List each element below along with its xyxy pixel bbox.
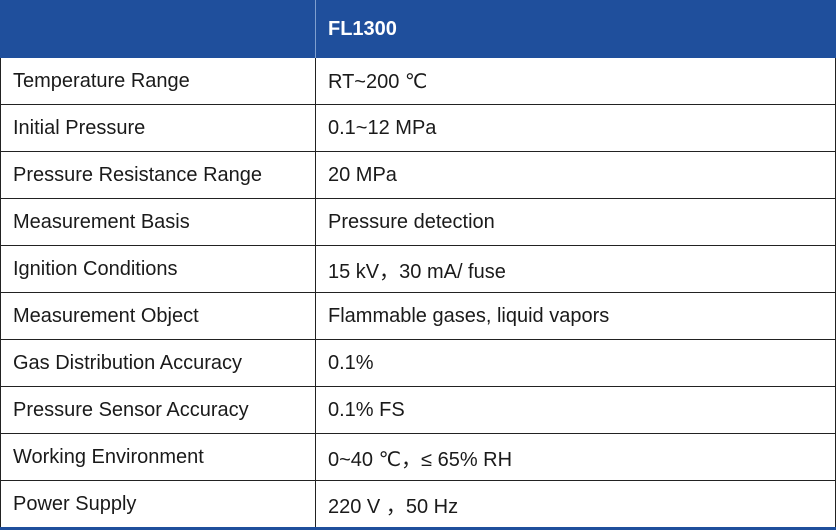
spec-label: Temperature Range: [0, 58, 316, 105]
table-row: Working Environment 0~40 ℃，≤ 65% RH: [0, 433, 836, 481]
spec-label: Ignition Conditions: [0, 245, 316, 293]
spec-value: 0.1% FS: [315, 386, 836, 434]
spec-label: Power Supply: [0, 480, 316, 530]
table-row: Pressure Resistance Range 20 MPa: [0, 151, 836, 199]
spec-label: Pressure Resistance Range: [0, 151, 316, 199]
header-model-cell: FL1300: [315, 0, 836, 58]
table-row: Ignition Conditions 15 kV，30 mA/ fuse: [0, 245, 836, 293]
spec-label: Measurement Object: [0, 292, 316, 340]
table-row: Initial Pressure 0.1~12 MPa: [0, 104, 836, 152]
spec-value: 15 kV，30 mA/ fuse: [315, 245, 836, 293]
spec-label: Pressure Sensor Accuracy: [0, 386, 316, 434]
table-row: Measurement Object Flammable gases, liqu…: [0, 292, 836, 340]
table-row: Measurement Basis Pressure detection: [0, 198, 836, 246]
spec-value: 0.1%: [315, 339, 836, 387]
spec-label: Initial Pressure: [0, 104, 316, 152]
spec-label: Working Environment: [0, 433, 316, 481]
spec-value: 20 MPa: [315, 151, 836, 199]
spec-label: Gas Distribution Accuracy: [0, 339, 316, 387]
spec-value: 0.1~12 MPa: [315, 104, 836, 152]
header-parameter-cell: [0, 0, 316, 58]
table-row: Pressure Sensor Accuracy 0.1% FS: [0, 386, 836, 434]
spec-value: 0~40 ℃，≤ 65% RH: [315, 433, 836, 481]
spec-value: RT~200 ℃: [315, 58, 836, 105]
spec-label: Measurement Basis: [0, 198, 316, 246]
spec-value: 220 V ，50 Hz: [315, 480, 836, 530]
table-row: Gas Distribution Accuracy 0.1%: [0, 339, 836, 387]
spec-value: Pressure detection: [315, 198, 836, 246]
table-header-row: FL1300: [0, 0, 836, 58]
spec-value: Flammable gases, liquid vapors: [315, 292, 836, 340]
table-row: Temperature Range RT~200 ℃: [0, 58, 836, 105]
table-row: Power Supply 220 V ，50 Hz: [0, 480, 836, 530]
